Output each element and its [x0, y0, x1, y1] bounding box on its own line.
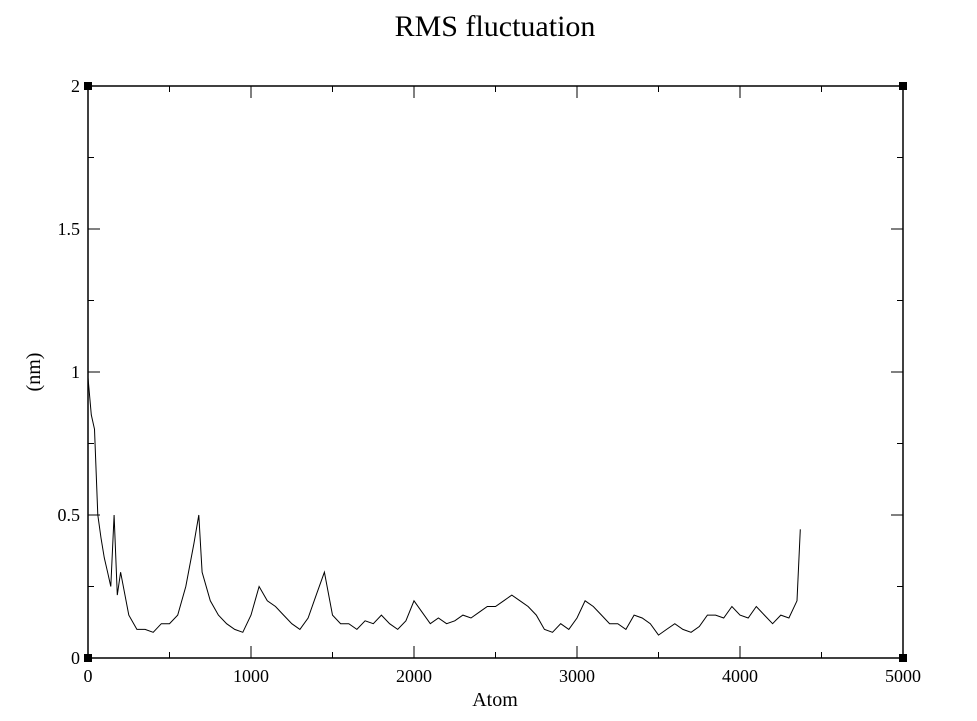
x-tick-label: 3000 [559, 666, 595, 686]
x-tick-label: 1000 [233, 666, 269, 686]
x-tick-label: 2000 [396, 666, 432, 686]
y-tick-label: 2 [71, 76, 80, 96]
y-tick-label: 0.5 [58, 505, 81, 525]
chart-title: RMS fluctuation [395, 10, 596, 43]
y-tick-label: 1.5 [58, 219, 81, 239]
x-tick-label: 0 [84, 666, 93, 686]
x-axis-label: Atom [472, 689, 518, 711]
x-tick-label: 5000 [885, 666, 921, 686]
y-tick-label: 0 [71, 648, 80, 668]
plot-area: 0 1000 2000 3000 4000 5000 0 0.5 1 1.5 2 [58, 76, 922, 686]
x-tick-label: 4000 [722, 666, 758, 686]
rmsf-line [87, 377, 801, 636]
y-axis-label: (nm) [23, 353, 45, 392]
plot-frame [87, 85, 904, 659]
y-tick-label: 1 [71, 362, 80, 382]
